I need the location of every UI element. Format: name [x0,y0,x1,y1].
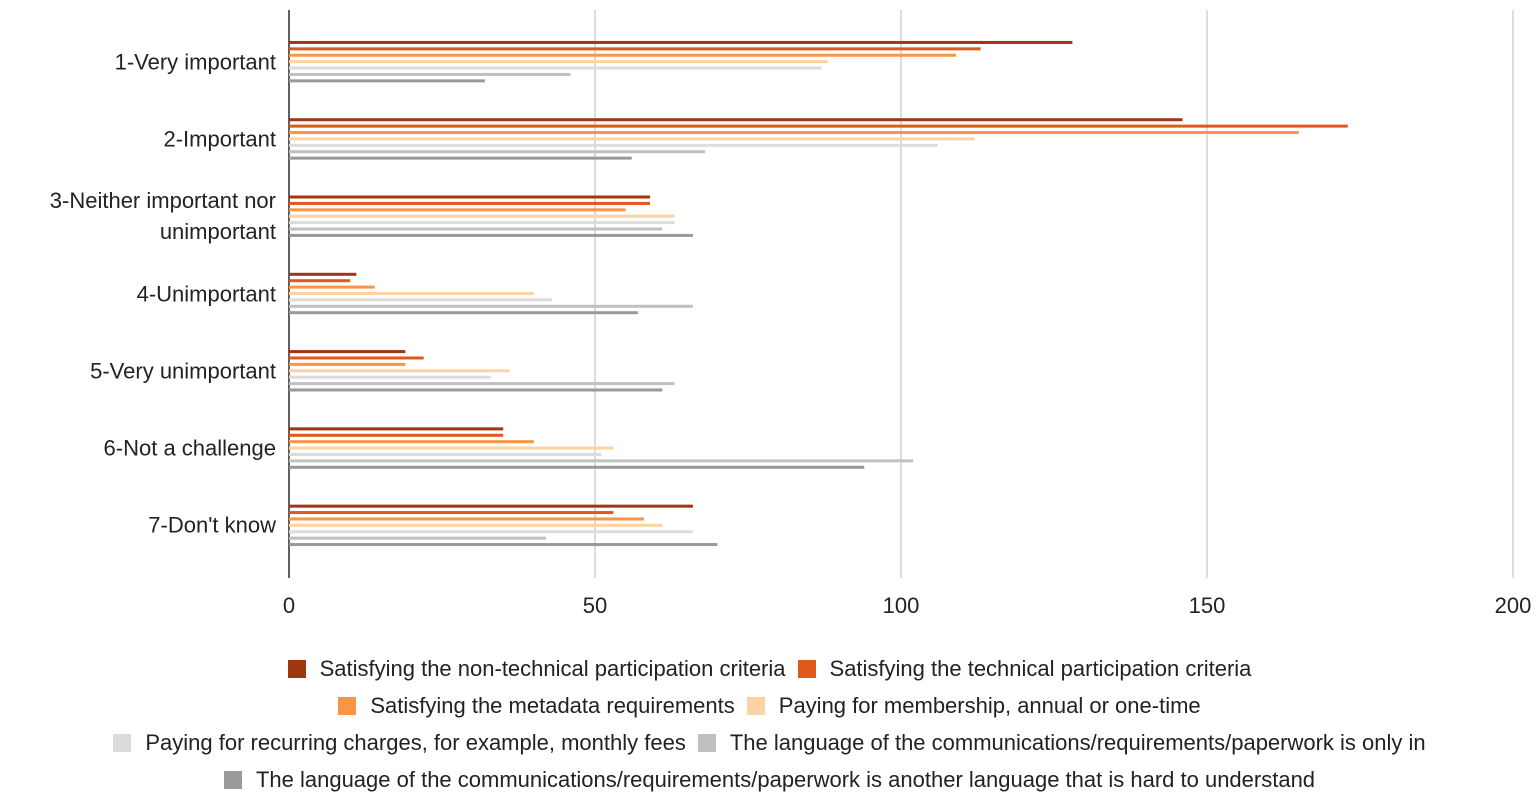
bar [289,362,406,366]
y-tick-label: 5-Very unimportant [90,358,276,384]
legend-item: The language of the communications/requi… [697,724,1426,761]
bar [289,427,504,431]
bar [289,433,504,437]
legend-item: Satisfying the metadata requirements [338,687,735,724]
bar [289,523,663,527]
legend-item: Satisfying the non-technical participati… [287,650,786,687]
legend-swatch [287,660,306,678]
bar [289,517,644,521]
legend-label: The language of the communications/requi… [255,767,1316,792]
bar [289,536,547,540]
y-tick-label: 3-Neither important nor unimportant [49,188,276,245]
legend-item: Paying for recurring charges, for exampl… [113,724,686,761]
x-tick-label: 200 [1495,593,1532,618]
legend-item: The language of the communications/requi… [223,761,1316,798]
bar [289,227,663,231]
bar [289,452,602,456]
bar [289,511,614,515]
y-tick-label: 1-Very important [114,49,276,75]
bar [289,150,706,154]
legend-label: The language of the communications/requi… [729,730,1426,755]
bar [289,40,1073,44]
bar [289,446,614,450]
legend-label: Paying for membership, annual or one-tim… [778,693,1201,718]
bar [289,279,351,283]
legend-label: Paying for recurring charges, for exampl… [145,730,686,755]
bar [289,272,357,276]
legend-swatch [746,697,765,715]
legend-swatch [113,734,132,752]
bar [289,543,718,547]
chart: 0 50 100 150 200 [283,10,1532,618]
bar [289,118,1183,122]
legend-label: Satisfying the non-technical participati… [319,656,786,681]
bar [289,292,534,295]
x-tick-label: 100 [883,593,920,618]
legend-swatch [338,697,357,715]
bar [289,350,406,354]
bar [289,66,822,70]
bar [289,504,693,508]
legend: Satisfying the non-technical participati… [0,650,1539,798]
y-tick-label: 2-Important [163,126,277,152]
bar [289,233,693,237]
legend-swatch [797,660,816,678]
bar [289,375,491,379]
bar [289,53,957,57]
bar [289,214,675,218]
bar [289,201,651,205]
bar [289,60,828,64]
bar [289,72,571,76]
x-tick-label: 50 [583,593,607,618]
bar [289,195,651,199]
bar [289,137,975,141]
bar [289,369,510,373]
legend-swatch [223,771,242,789]
bar [289,382,675,386]
bar [289,459,914,463]
bar [289,465,865,469]
bar [289,356,424,360]
y-tick-label: 7-Don't know [148,512,276,538]
bar [289,285,375,289]
legend-item: Paying for membership, annual or one-tim… [746,687,1201,724]
bar [289,440,534,444]
bar [289,298,553,302]
bar [289,304,693,308]
legend-label: Satisfying the technical participation c… [829,656,1252,681]
bar [289,208,626,212]
bar [289,388,663,392]
x-tick-label: 150 [1189,593,1226,618]
bar [289,79,485,83]
bar [289,47,981,51]
legend-label: Satisfying the metadata requirements [370,693,735,718]
x-tick-label: 0 [283,593,295,618]
bar [289,124,1348,128]
bar [289,131,1299,135]
bar [289,143,938,147]
bar [289,311,638,315]
bar [289,156,632,160]
y-tick-label: 4-Unimportant [136,281,276,306]
bar [289,530,693,534]
y-tick-label: 6-Not a challenge [103,435,276,461]
legend-item: Satisfying the technical participation c… [797,650,1252,687]
legend-swatch [697,734,716,752]
bar [289,221,675,225]
